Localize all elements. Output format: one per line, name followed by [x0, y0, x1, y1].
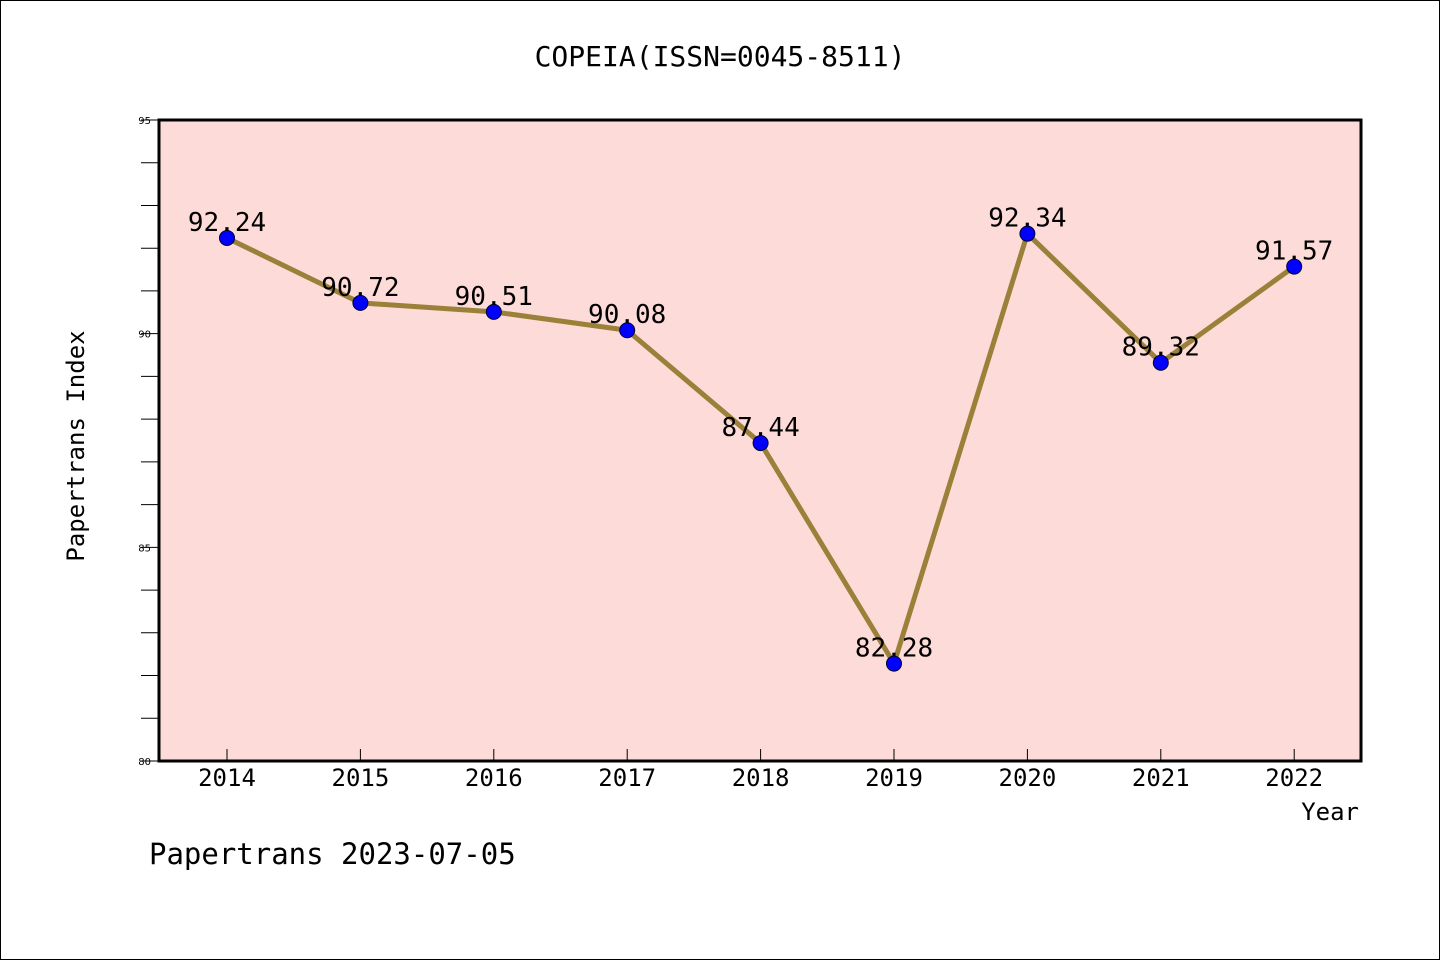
data-point — [1019, 225, 1036, 242]
x-tick-label: 2017 — [598, 764, 656, 792]
data-point — [485, 303, 502, 320]
data-point — [752, 435, 769, 452]
footer-text: Papertrans 2023-07-05 — [149, 837, 516, 871]
x-axis-label: Year — [1301, 798, 1359, 826]
data-point — [352, 294, 369, 311]
x-tick-label: 2015 — [332, 764, 390, 792]
data-point — [619, 322, 636, 339]
y-axis-ticks: 80 85 90 95 — [138, 116, 159, 768]
x-tick-label: 2020 — [999, 764, 1057, 792]
chart-title: COPEIA(ISSN=0045-8511) — [535, 40, 906, 73]
data-label: 90.51 — [455, 282, 533, 312]
x-tick-label: 2018 — [732, 764, 790, 792]
data-point — [886, 655, 902, 672]
series-layer: 92.24 90.72 90.51 90.08 87.44 82.28 92.34 89.32… — [188, 204, 1333, 672]
data-label: 87.44 — [721, 413, 799, 443]
data-label: 92.34 — [988, 204, 1066, 234]
data-label: 91.57 — [1255, 237, 1333, 267]
x-tick-label: 2014 — [198, 764, 256, 792]
data-point — [1286, 258, 1303, 275]
data-label: 90.08 — [588, 300, 666, 330]
x-tick-label: 2016 — [465, 764, 523, 792]
data-label: 82.28 — [855, 634, 933, 664]
x-axis-ticks: 2014 2015 2016 2017 2018 2019 2020 2021 2022 — [198, 749, 1323, 792]
data-point — [219, 229, 235, 246]
y-tick-label: 80 — [138, 757, 151, 768]
x-tick-label: 2021 — [1132, 764, 1190, 792]
x-tick-label: 2019 — [865, 764, 923, 792]
data-label: 90.72 — [321, 273, 399, 303]
data-point — [1152, 354, 1169, 371]
y-tick-label: 85 — [138, 543, 151, 554]
data-label: 92.24 — [188, 208, 266, 238]
data-label: 89.32 — [1122, 333, 1200, 363]
y-tick-label: 90 — [138, 330, 151, 341]
y-tick-label: 95 — [138, 116, 151, 127]
x-tick-label: 2022 — [1265, 764, 1323, 792]
y-axis-label: Papertrans Index — [62, 330, 90, 561]
